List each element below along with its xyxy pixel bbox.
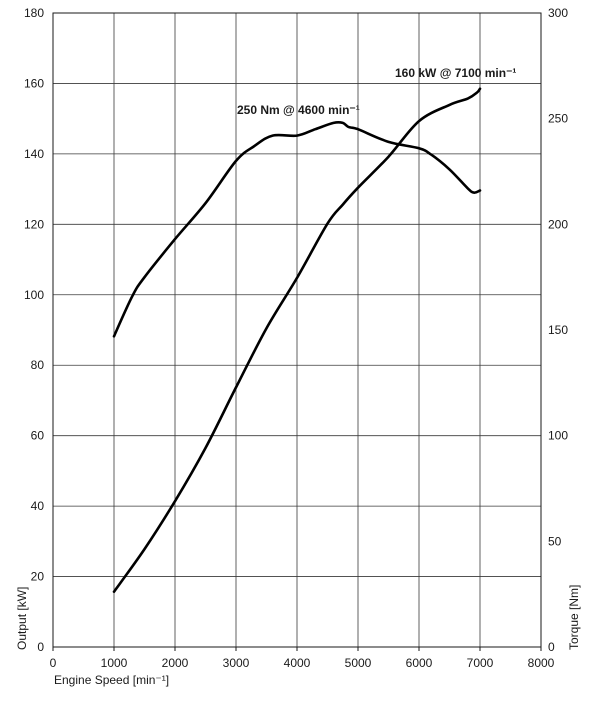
torque-peak-annotation: 250 Nm @ 4600 min⁻¹ [237, 103, 360, 117]
series-layer [112, 87, 482, 593]
y-tick-label: 120 [24, 217, 44, 231]
y-axis-title: Output [kW] [15, 587, 29, 650]
y-tick-label: 0 [37, 640, 44, 654]
y2-axis-title: Torque [Nm] [567, 585, 581, 650]
x-tick-label: 1000 [101, 656, 128, 670]
x-axis-title: Engine Speed [min⁻¹] [54, 673, 169, 687]
power-peak-annotation: 160 kW @ 7100 min⁻¹ [395, 66, 516, 80]
x-tick-label: 5000 [345, 656, 372, 670]
x-tick-label: 0 [50, 656, 57, 670]
y2-tick-label: 250 [548, 112, 568, 126]
x-axis-ticks: 0 1000 2000 3000 4000 5000 6000 7000 8000 [50, 647, 555, 670]
y2-tick-label: 0 [548, 640, 555, 654]
output-curve [112, 87, 482, 593]
x-tick-label: 8000 [528, 656, 555, 670]
y-tick-label: 180 [24, 6, 44, 20]
x-tick-label: 3000 [223, 656, 250, 670]
y-tick-label: 80 [31, 358, 45, 372]
y-tick-label: 40 [31, 499, 45, 513]
y-tick-label: 20 [31, 570, 45, 584]
x-tick-label: 4000 [284, 656, 311, 670]
x-tick-label: 6000 [406, 656, 433, 670]
x-tick-label: 2000 [162, 656, 189, 670]
y2-axis-ticks: 0 50 100 150 200 250 300 [548, 6, 568, 654]
y-tick-label: 140 [24, 147, 44, 161]
y-axis-ticks: 0 20 40 60 80 100 120 140 160 180 [24, 6, 44, 654]
torque-curve [112, 120, 482, 338]
y-tick-label: 100 [24, 288, 44, 302]
y-tick-label: 160 [24, 76, 44, 90]
y2-tick-label: 200 [548, 217, 568, 231]
y2-tick-label: 150 [548, 323, 568, 337]
y2-tick-label: 50 [548, 534, 562, 548]
y2-tick-label: 100 [548, 429, 568, 443]
y-tick-label: 60 [31, 429, 45, 443]
x-tick-label: 7000 [467, 656, 494, 670]
y2-tick-label: 300 [548, 6, 568, 20]
